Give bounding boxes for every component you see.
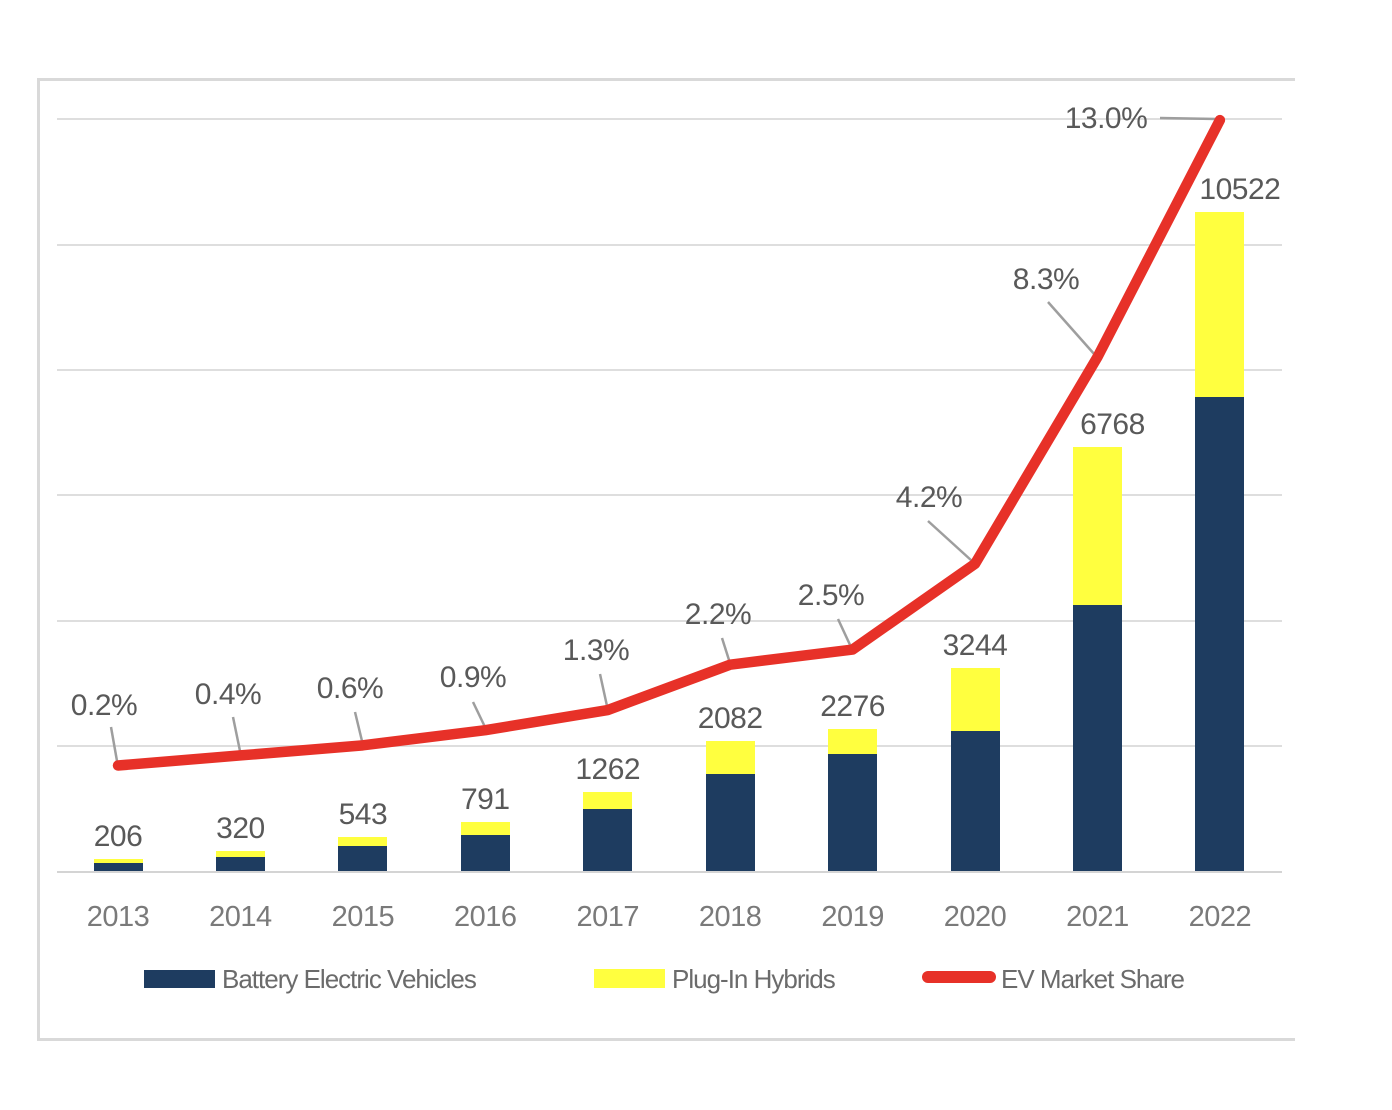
phev-bar-2021 (1072, 447, 1122, 606)
bev-bar-2020 (950, 731, 1000, 872)
page-border-top (37, 78, 1295, 81)
leader-lines (109, 116, 1218, 762)
bev-bar-2015 (338, 846, 388, 872)
gridline-8000 (57, 368, 1282, 371)
year-label-2018: 2018 (698, 901, 762, 933)
leader-line-2.5% (836, 618, 853, 648)
total-label-2019: 2276 (820, 689, 885, 723)
phev-legend-label: Plug-In Hybrids (672, 964, 836, 994)
total-label-2016: 791 (461, 782, 510, 816)
year-label-2022: 2022 (1188, 901, 1252, 933)
gridline-6000 (57, 494, 1282, 497)
bev-bar-2018 (705, 774, 755, 872)
page-border-bottom (37, 1038, 1295, 1041)
bev-bar-2013 (93, 863, 143, 872)
total-label-2014: 320 (216, 812, 265, 846)
gridline-2000 (57, 745, 1282, 748)
year-label-2020: 2020 (943, 901, 1007, 933)
total-label-2018: 2082 (697, 701, 763, 735)
phev-bar-2020 (950, 668, 1000, 732)
year-label-2015: 2015 (331, 901, 395, 933)
phev-bar-2014 (215, 851, 265, 858)
year-label-2021: 2021 (1066, 901, 1129, 933)
pct-label-0.4%: 0.4% (194, 678, 262, 711)
share-legend-label: EV Market Share (1001, 964, 1185, 994)
leader-line-0.2% (109, 726, 119, 762)
bev-legend-label: Battery Electric Vehicles (222, 964, 477, 994)
total-label-2013: 206 (93, 819, 143, 853)
year-label-2016: 2016 (454, 901, 517, 933)
leader-line-0.6% (353, 711, 364, 742)
phev-bar-2015 (338, 837, 388, 847)
pct-label-2.5%: 2.5% (797, 579, 865, 612)
pct-label-0.9%: 0.9% (439, 661, 507, 694)
year-label-2017: 2017 (576, 901, 639, 933)
pct-label-1.3%: 1.3% (562, 634, 630, 667)
leader-line-0.4% (231, 716, 242, 752)
total-label-2021: 6768 (1080, 408, 1145, 442)
total-label-2022: 10522 (1199, 172, 1281, 206)
phev-bar-2017 (583, 792, 633, 810)
x-axis-line (57, 870, 1282, 873)
phev-bar-2018 (705, 740, 755, 775)
phev-legend-swatch (594, 969, 665, 988)
pct-label-0.6%: 0.6% (316, 672, 384, 705)
share-legend-swatch (922, 971, 996, 983)
bev-bar-2017 (583, 809, 633, 872)
total-label-2017: 1262 (575, 753, 641, 787)
year-label-2019: 2019 (821, 901, 884, 933)
total-label-2015: 543 (338, 798, 388, 832)
bev-bar-2019 (828, 753, 878, 872)
leader-line-4.2% (927, 520, 973, 562)
phev-bar-2022 (1195, 211, 1245, 397)
bev-bar-2022 (1195, 396, 1245, 872)
bev-bar-2014 (215, 857, 265, 872)
phev-bar-2016 (460, 821, 510, 836)
year-label-2014: 2014 (209, 901, 272, 933)
ev-market-share-line (112, 114, 1226, 771)
gridline-10000 (57, 243, 1282, 246)
phev-bar-2019 (828, 728, 878, 754)
bev-bar-2021 (1072, 605, 1122, 872)
leader-line-2.2% (720, 637, 731, 661)
year-label-2013: 2013 (86, 901, 150, 933)
leader-line-8.3% (1047, 301, 1096, 356)
bev-legend-swatch (144, 970, 215, 988)
gridline-4000 (57, 619, 1282, 622)
pct-label-13.0%: 13.0% (1064, 102, 1148, 135)
total-label-2020: 3244 (942, 629, 1008, 663)
phev-bar-2013 (93, 858, 143, 864)
pct-label-2.2%: 2.2% (684, 598, 752, 631)
leader-line-13.0% (1159, 116, 1218, 121)
leader-line-1.3% (598, 673, 609, 707)
pct-label-4.2%: 4.2% (895, 481, 963, 514)
page-border-left (37, 78, 40, 1041)
pct-label-8.3%: 8.3% (1012, 263, 1080, 296)
leader-line-0.9% (471, 701, 487, 728)
gridline-12000 (57, 118, 1282, 121)
pct-label-0.2%: 0.2% (70, 689, 138, 722)
bev-bar-2016 (460, 835, 510, 872)
